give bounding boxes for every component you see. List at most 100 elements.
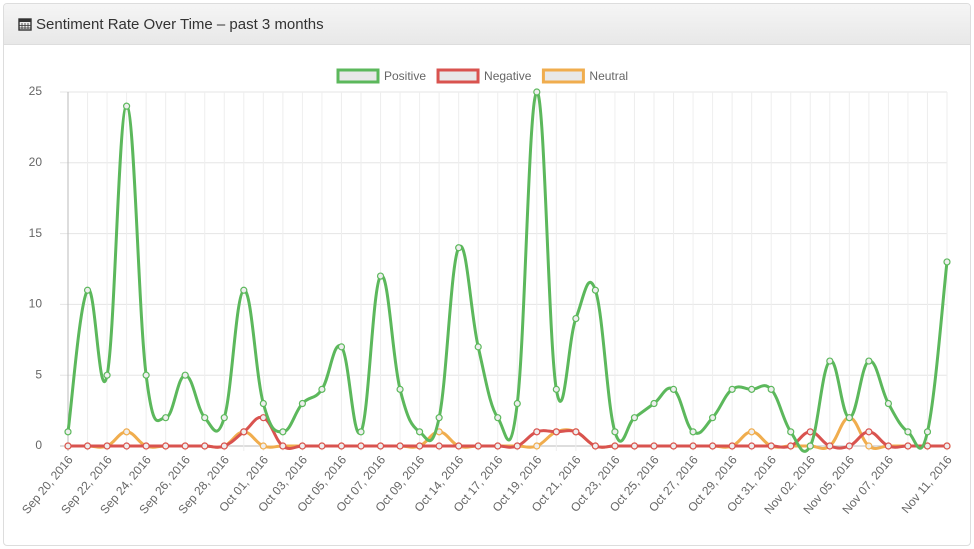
point [337,343,346,351]
point [259,399,267,408]
point [611,428,619,436]
point [298,399,306,408]
point [923,428,932,436]
point [494,414,502,422]
point [396,385,404,393]
y-tick-label: 15 [29,226,43,240]
point [240,428,248,436]
panel-header: Sentiment Rate Over Time – past 3 months [4,4,970,45]
x-tick-label: Nov 11, 2016 [899,453,955,516]
point [552,428,560,436]
point [435,442,443,450]
point [337,442,346,450]
point [650,442,658,450]
point [533,88,541,96]
point [220,442,228,450]
point [416,442,424,450]
point [943,258,951,266]
point [279,428,287,436]
point [122,442,131,450]
point [865,357,873,365]
point [318,385,326,393]
point [181,371,189,379]
point [513,442,521,450]
point [357,428,365,436]
legend-swatch [436,68,480,84]
point [513,399,521,408]
legend-label: Neutral [589,69,628,83]
calendar-icon [18,18,32,31]
point [162,414,170,422]
series-line [67,415,947,450]
point [201,414,209,422]
point [162,442,170,450]
point [806,428,814,436]
point [64,442,72,450]
point [181,442,189,450]
point [533,442,541,450]
point [650,399,658,408]
point [767,385,775,393]
y-tick-label: 20 [29,155,43,169]
point [240,286,248,294]
panel-title: Sentiment Rate Over Time – past 3 months [36,15,324,33]
point [396,442,404,450]
legend-label: Negative [484,69,532,83]
point [142,371,150,379]
point [748,385,756,393]
point [122,428,131,436]
point [455,442,463,450]
point [728,442,736,450]
point [435,414,443,422]
point [259,442,267,450]
point [64,428,72,436]
point [923,442,932,450]
y-tick-label: 25 [29,84,43,98]
point [865,428,873,436]
point [357,442,365,450]
point [591,286,600,294]
point [728,385,736,393]
point [533,428,541,436]
point [904,442,912,450]
series-line [66,90,949,453]
point [904,428,912,436]
point [552,385,560,393]
point [201,442,209,450]
point [122,102,131,110]
point [884,399,893,408]
point [376,272,385,280]
point [708,414,717,422]
point [689,442,697,450]
point [943,442,951,450]
panel: Sentiment Rate Over Time – past 3 months [3,3,971,546]
point [806,442,814,450]
point [416,428,424,436]
point [474,343,482,351]
point [748,428,756,436]
legend-swatch [541,68,585,84]
point [767,442,775,450]
point [83,286,92,294]
point [494,442,502,450]
point [220,414,228,422]
legend-label: Positive [384,69,426,83]
y-tick-label: 10 [29,297,43,311]
point [689,428,697,436]
point [318,442,326,450]
point [845,442,853,450]
point [298,442,306,450]
point [279,442,287,450]
point [259,414,267,422]
point [611,442,619,450]
point [455,244,463,252]
point [376,442,385,450]
point [142,442,150,450]
point [748,442,756,450]
point [826,357,834,365]
point [83,442,92,450]
legend-swatch [336,68,380,84]
point [787,428,795,436]
point [103,442,111,450]
